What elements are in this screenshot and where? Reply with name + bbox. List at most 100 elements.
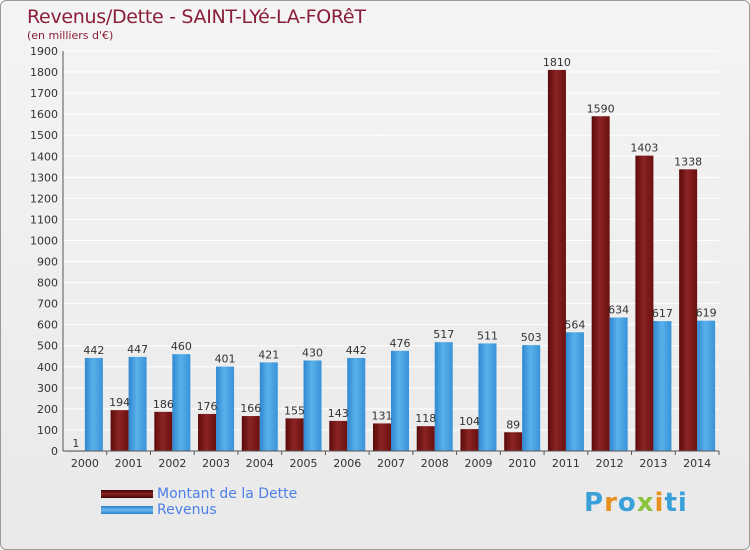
data-label-revenue: 476 xyxy=(390,337,411,350)
data-label-debt: 166 xyxy=(240,402,261,415)
data-label-revenue: 503 xyxy=(521,331,542,344)
logo-letter: i xyxy=(654,488,665,518)
data-label-debt: 89 xyxy=(506,418,520,431)
bar-debt xyxy=(154,411,173,451)
bar-revenue xyxy=(478,343,497,451)
x-tick-label: 2007 xyxy=(377,457,405,470)
data-label-revenue: 460 xyxy=(171,340,192,353)
bar-debt xyxy=(460,429,479,451)
legend-swatch-revenue xyxy=(101,506,153,514)
y-tick-label: 1900 xyxy=(30,45,58,58)
legend-label-revenue: Revenus xyxy=(157,502,217,518)
bar-revenue xyxy=(697,320,716,451)
y-tick-label: 1600 xyxy=(30,108,58,121)
data-label-debt: 176 xyxy=(197,400,218,413)
data-label-debt: 1338 xyxy=(674,155,702,168)
legend-swatch-debt xyxy=(101,490,153,498)
bar-revenue xyxy=(172,354,191,451)
data-label-debt: 1 xyxy=(72,437,79,450)
bar-debt xyxy=(329,420,348,451)
data-label-revenue: 564 xyxy=(564,318,585,331)
data-label-debt: 143 xyxy=(328,407,349,420)
bar-revenue xyxy=(565,332,584,451)
y-tick-label: 800 xyxy=(37,277,58,290)
data-label-debt: 155 xyxy=(284,404,305,417)
logo-letter: o xyxy=(617,488,637,518)
proxiti-logo: Proxiti xyxy=(584,488,688,518)
x-tick-label: 2000 xyxy=(71,457,99,470)
data-label-debt: 194 xyxy=(109,396,130,409)
y-tick-label: 600 xyxy=(37,319,58,332)
bar-revenue xyxy=(347,357,366,451)
data-label-revenue: 619 xyxy=(696,307,717,320)
y-tick-label: 1500 xyxy=(30,129,58,142)
x-tick-label: 2010 xyxy=(508,457,536,470)
x-tick-label: 2001 xyxy=(115,457,143,470)
chart-title: Revenus/Dette - SAINT-LYé-LA-FORêT xyxy=(27,6,366,28)
bar-revenue xyxy=(303,360,322,451)
bar-debt xyxy=(285,418,304,451)
x-tick-label: 2014 xyxy=(683,457,711,470)
y-tick-label: 1800 xyxy=(30,66,58,79)
bar-debt xyxy=(679,169,698,451)
data-label-debt: 118 xyxy=(415,412,436,425)
x-tick-label: 2013 xyxy=(639,457,667,470)
bar-debt xyxy=(504,432,523,451)
y-tick-label: 200 xyxy=(37,403,58,416)
y-tick-label: 1300 xyxy=(30,171,58,184)
bar-debt xyxy=(591,116,610,452)
data-label-revenue: 517 xyxy=(433,328,454,341)
x-tick-label: 2008 xyxy=(421,457,449,470)
y-tick-label: 1100 xyxy=(30,213,58,226)
bar-debt xyxy=(416,426,435,451)
x-tick-label: 2002 xyxy=(158,457,186,470)
y-tick-label: 900 xyxy=(37,256,58,269)
x-tick-label: 2006 xyxy=(333,457,361,470)
data-label-revenue: 447 xyxy=(127,343,148,356)
logo-letter: P xyxy=(584,488,605,518)
bar-revenue xyxy=(391,350,409,451)
bar-debt xyxy=(635,155,654,451)
logo-letter: x xyxy=(636,488,655,518)
data-label-revenue: 401 xyxy=(215,353,236,366)
y-tick-label: 500 xyxy=(37,340,58,353)
y-tick-label: 1700 xyxy=(30,87,58,100)
bar-revenue xyxy=(84,357,103,451)
data-label-revenue: 617 xyxy=(652,307,673,320)
data-label-revenue: 421 xyxy=(258,348,279,361)
bar-revenue xyxy=(434,342,453,451)
data-label-revenue: 430 xyxy=(302,346,323,359)
bar-debt xyxy=(547,69,566,452)
x-tick-label: 2003 xyxy=(202,457,230,470)
y-tick-label: 1200 xyxy=(30,192,58,205)
bar-revenue xyxy=(128,356,147,451)
y-tick-label: 1400 xyxy=(30,150,58,163)
x-tick-label: 2004 xyxy=(246,457,274,470)
data-label-debt: 1403 xyxy=(630,142,658,155)
bar-revenue xyxy=(259,362,278,451)
bar-debt xyxy=(198,413,217,451)
x-tick-label: 2012 xyxy=(596,457,624,470)
data-label-debt: 1590 xyxy=(587,102,615,115)
data-label-revenue: 634 xyxy=(608,304,629,317)
y-tick-label: 0 xyxy=(51,445,58,458)
data-label-debt: 1810 xyxy=(543,56,571,69)
legend-label-debt: Montant de la Dette xyxy=(157,486,298,502)
data-label-debt: 104 xyxy=(459,415,480,428)
data-label-debt: 186 xyxy=(153,398,174,411)
bar-revenue xyxy=(609,317,628,451)
y-tick-label: 1000 xyxy=(30,234,58,247)
bar-debt xyxy=(373,423,391,451)
data-label-debt: 131 xyxy=(372,409,393,422)
data-label-revenue: 511 xyxy=(477,329,498,342)
bar-revenue xyxy=(216,366,235,451)
bar-debt xyxy=(241,416,260,451)
bar-revenue xyxy=(653,321,672,451)
y-tick-label: 400 xyxy=(37,361,58,374)
data-label-revenue: 442 xyxy=(83,344,104,357)
x-tick-label: 2009 xyxy=(464,457,492,470)
y-tick-label: 300 xyxy=(37,382,58,395)
logo-letter: r xyxy=(604,488,618,518)
